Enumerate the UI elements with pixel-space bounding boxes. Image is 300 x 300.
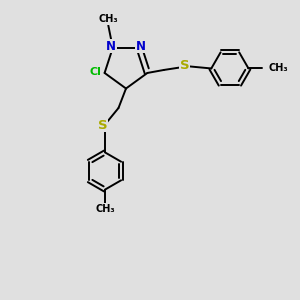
Text: Cl: Cl — [89, 68, 101, 77]
Text: CH₃: CH₃ — [95, 203, 115, 214]
Text: CH₃: CH₃ — [268, 64, 288, 74]
Text: N: N — [106, 40, 116, 53]
Text: CH₃: CH₃ — [98, 14, 118, 24]
Text: S: S — [98, 118, 107, 132]
Text: S: S — [180, 59, 190, 72]
Text: N: N — [136, 40, 146, 53]
